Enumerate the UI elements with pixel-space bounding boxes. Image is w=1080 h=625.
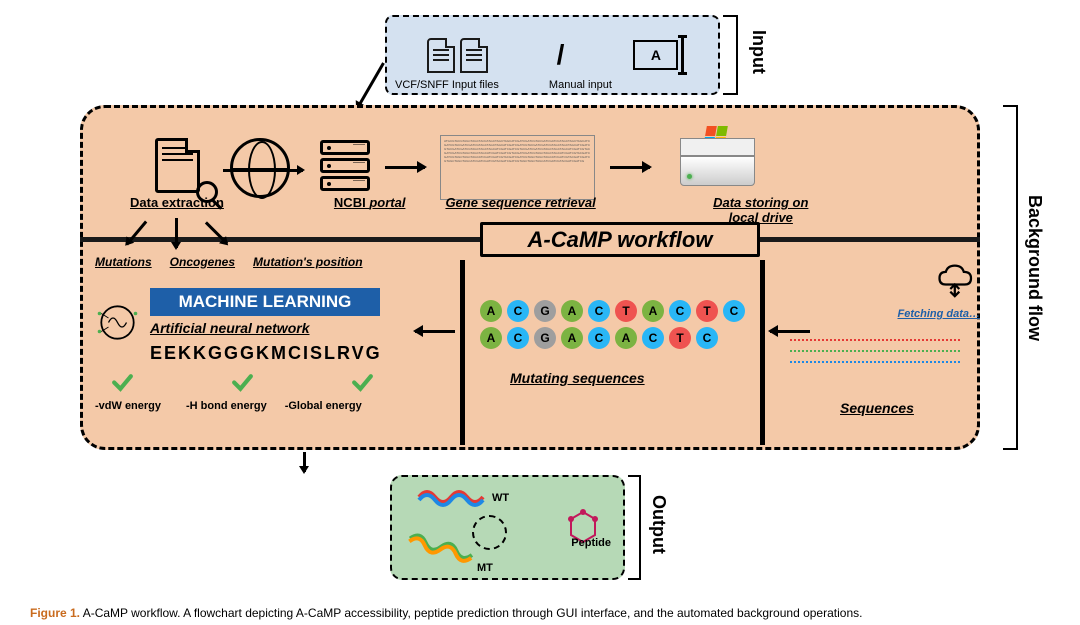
output-panel: WT MT Peptide (390, 475, 625, 580)
sequences-label: Sequences (840, 400, 914, 416)
gene-sequence-box: ATGCGTACGTAGCTAGCTACGTAGCTAGCTAGCATCGATC… (440, 135, 595, 200)
base-C: C (696, 327, 718, 349)
base-A: A (561, 300, 583, 322)
brain-icon (95, 300, 140, 345)
input-section-label: Input (748, 30, 769, 74)
check-icon (230, 370, 255, 395)
base-C: C (507, 300, 529, 322)
base-A: A (642, 300, 664, 322)
base-A: A (480, 327, 502, 349)
workflow-title: A-CaMP workflow (480, 222, 760, 257)
base-T: T (669, 327, 691, 349)
arrow-icon (385, 166, 425, 169)
vcf-label: VCF/SNFF Input files (395, 79, 499, 91)
doc-icon (427, 38, 455, 73)
figure-caption: Figure 1. A-CaMP workflow. A flowchart d… (30, 606, 862, 620)
base-A: A (480, 300, 502, 322)
check-row (110, 370, 375, 395)
check-icon (110, 370, 135, 395)
server-icon (320, 140, 370, 195)
base-G: G (534, 327, 556, 349)
ml-box: MACHINE LEARNING (150, 288, 380, 316)
base-T: T (696, 300, 718, 322)
base-C: C (642, 327, 664, 349)
globe-icon (230, 138, 290, 198)
ann-label: Artificial neural network (150, 320, 309, 336)
check-icon (350, 370, 375, 395)
mutating-seq: ACGACTACTC ACGACACTC (480, 295, 750, 354)
slash: / (557, 39, 565, 71)
helix-icon (417, 487, 487, 507)
bg-bracket (1003, 105, 1018, 450)
base-C: C (723, 300, 745, 322)
storing-label: Data storing on local drive (701, 195, 821, 225)
arrow-icon (356, 62, 385, 109)
input-bracket (723, 15, 738, 95)
divider (760, 260, 765, 445)
fetching-label: Fetching data… (897, 308, 980, 320)
base-T: T (615, 300, 637, 322)
output-bracket (628, 475, 641, 580)
arrow-icon (303, 452, 306, 472)
mutating-label: Mutating sequences (510, 370, 645, 386)
peptide-circle (472, 515, 507, 550)
drive-icon (680, 138, 755, 198)
gene-label: Gene sequence retrieval (445, 195, 595, 225)
energy-labels: -vdW energy -H bond energy -Global energ… (95, 400, 362, 412)
base-C: C (669, 300, 691, 322)
manual-label: Manual input (549, 79, 612, 91)
base-C: C (588, 300, 610, 322)
base-A: A (615, 327, 637, 349)
peptide-sequence: EEKKGGGKMCISLRVG (150, 343, 382, 364)
extraction-labels: Mutations Oncogenes Mutation's position (95, 255, 363, 269)
vcf-icons (427, 38, 488, 73)
bgflow-section-label: Background flow (1024, 195, 1045, 341)
manual-input-icon: A (633, 40, 678, 70)
doc-icon (460, 38, 488, 73)
base-C: C (588, 327, 610, 349)
cloud-icon (935, 262, 980, 302)
data-extraction-icon (155, 138, 210, 198)
input-panel: / A VCF/SNFF Input files Manual input (385, 15, 720, 95)
divider (460, 260, 465, 445)
base-G: G (534, 300, 556, 322)
base-A: A (561, 327, 583, 349)
pipeline-labels: Data extraction NCBI portal Gene sequenc… (100, 195, 970, 225)
arrow-icon (610, 166, 650, 169)
arrow-icon (415, 330, 455, 333)
output-section-label: Output (648, 495, 669, 554)
base-C: C (507, 327, 529, 349)
helix-icon (406, 528, 479, 565)
seq-lines (790, 330, 960, 372)
